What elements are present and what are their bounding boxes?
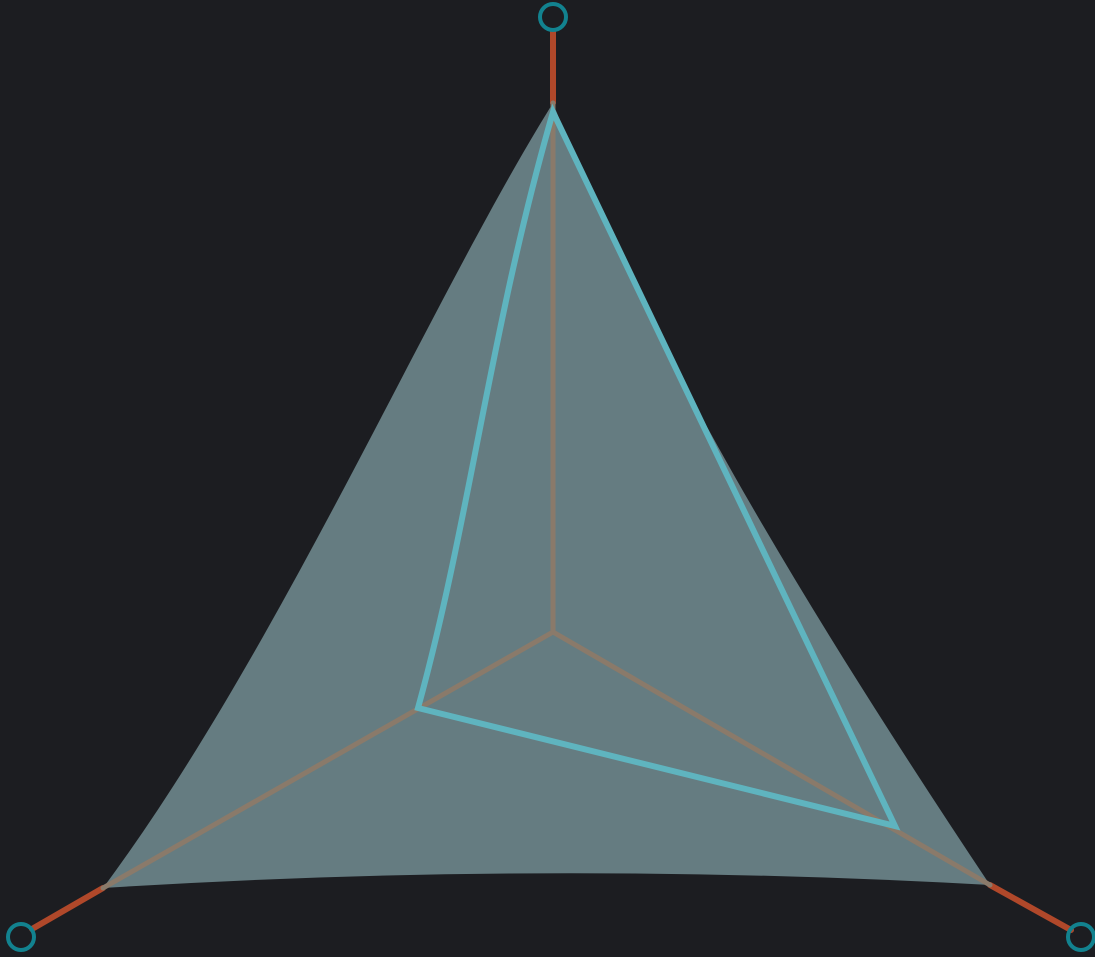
axis-left-inner	[100, 629, 556, 891]
axis-right-outer	[987, 882, 1074, 933]
fill-region	[103, 103, 990, 888]
value-outline	[414, 103, 901, 831]
axis-right-inner	[550, 629, 993, 888]
top-handle-icon[interactable]	[538, 2, 568, 32]
axis-left-outer	[29, 885, 106, 932]
left-handle-icon[interactable]	[6, 922, 36, 952]
right-handle-icon[interactable]	[1066, 922, 1095, 952]
